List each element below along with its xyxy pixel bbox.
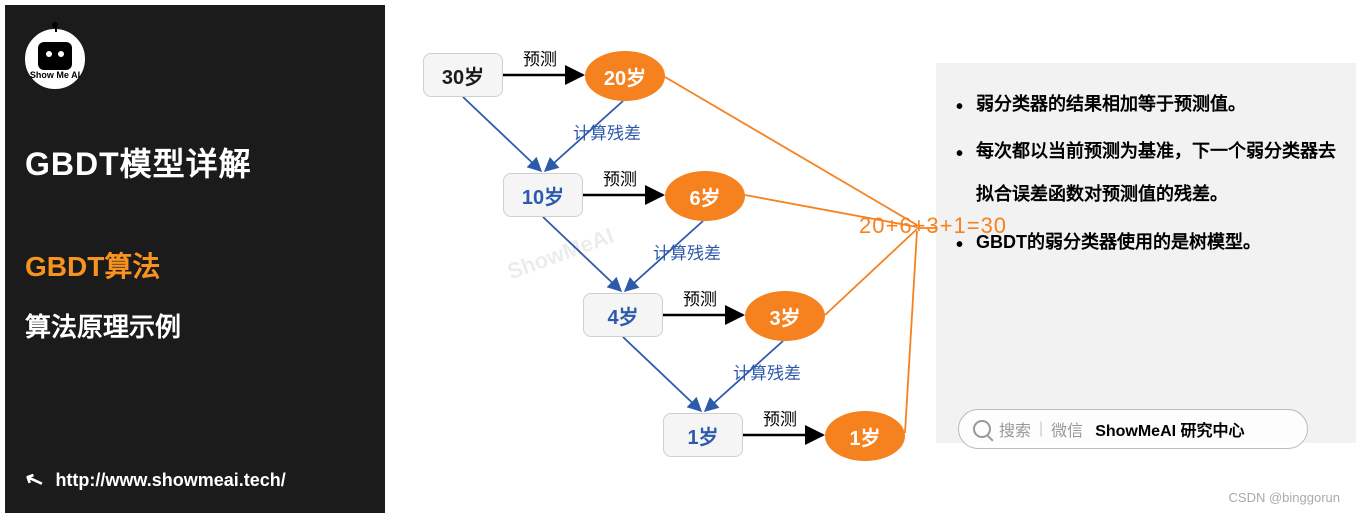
node-box-1: 10岁: [503, 173, 583, 217]
node-oval-1-label: 6岁: [689, 182, 720, 211]
predict-label-2: 预测: [683, 285, 717, 310]
search-placeholder-1: 搜索: [999, 417, 1031, 441]
residual-label-0: 计算残差: [573, 119, 641, 144]
title-sub2: 算法原理示例: [25, 307, 365, 344]
note-item: GBDT的弱分类器使用的是树模型。: [948, 221, 1338, 264]
right-panel: 30岁 预测 20岁 计算残差 10岁 预测 6岁 计算残差 4岁 预测 3岁 …: [385, 5, 1356, 513]
url-text[interactable]: http://www.showmeai.tech/: [55, 470, 285, 491]
divider: |: [1039, 420, 1043, 438]
node-oval-3-label: 1岁: [849, 422, 880, 451]
note-text-0: 弱分类器的结果相加等于预测值。: [976, 94, 1246, 114]
residual-label-1: 计算残差: [653, 239, 721, 264]
predict-label-1: 预测: [603, 165, 637, 190]
search-icon: [973, 420, 991, 438]
note-text-2: GBDT的弱分类器使用的是树模型。: [976, 232, 1261, 252]
node-oval-3: 1岁: [825, 411, 905, 461]
node-oval-2-label: 3岁: [769, 302, 800, 331]
logo: Show Me AI: [25, 29, 85, 89]
cursor-icon: ↖: [21, 465, 47, 496]
node-box-0-label: 30岁: [442, 61, 484, 90]
search-strong: ShowMeAI 研究中心: [1095, 417, 1244, 441]
logo-text: Show Me AI: [28, 70, 82, 80]
residual-label-2: 计算残差: [733, 359, 801, 384]
title-main: GBDT模型详解: [25, 139, 365, 185]
node-box-0: 30岁: [423, 53, 503, 97]
notes: 弱分类器的结果相加等于预测值。 每次都以当前预测为基准，下一个弱分类器去拟合误差…: [948, 83, 1338, 268]
node-oval-0-label: 20岁: [604, 62, 646, 91]
search-placeholder-2: 微信: [1051, 417, 1083, 441]
predict-label-0: 预测: [523, 45, 557, 70]
node-oval-1: 6岁: [665, 171, 745, 221]
node-box-1-label: 10岁: [522, 181, 564, 210]
search-box[interactable]: 搜索 | 微信 ShowMeAI 研究中心: [958, 409, 1308, 449]
node-oval-0: 20岁: [585, 51, 665, 101]
credit: CSDN @binggorun: [1229, 490, 1340, 505]
node-oval-2: 3岁: [745, 291, 825, 341]
watermark-faint-1: ShowMeAI: [504, 223, 617, 285]
node-box-3: 1岁: [663, 413, 743, 457]
node-box-3-label: 1岁: [687, 421, 718, 450]
note-text-1: 每次都以当前预测为基准，下一个弱分类器去拟合误差函数对预测值的残差。: [976, 141, 1336, 204]
title-sub: GBDT算法: [25, 245, 365, 285]
predict-label-3: 预测: [763, 405, 797, 430]
url-row: ↖ http://www.showmeai.tech/: [25, 467, 286, 493]
node-box-2: 4岁: [583, 293, 663, 337]
left-panel: Show Me AI GBDT模型详解 GBDT算法 算法原理示例 ↖ http…: [5, 5, 385, 513]
note-item: 弱分类器的结果相加等于预测值。: [948, 83, 1338, 126]
node-box-2-label: 4岁: [607, 301, 638, 330]
note-item: 每次都以当前预测为基准，下一个弱分类器去拟合误差函数对预测值的残差。: [948, 130, 1338, 216]
